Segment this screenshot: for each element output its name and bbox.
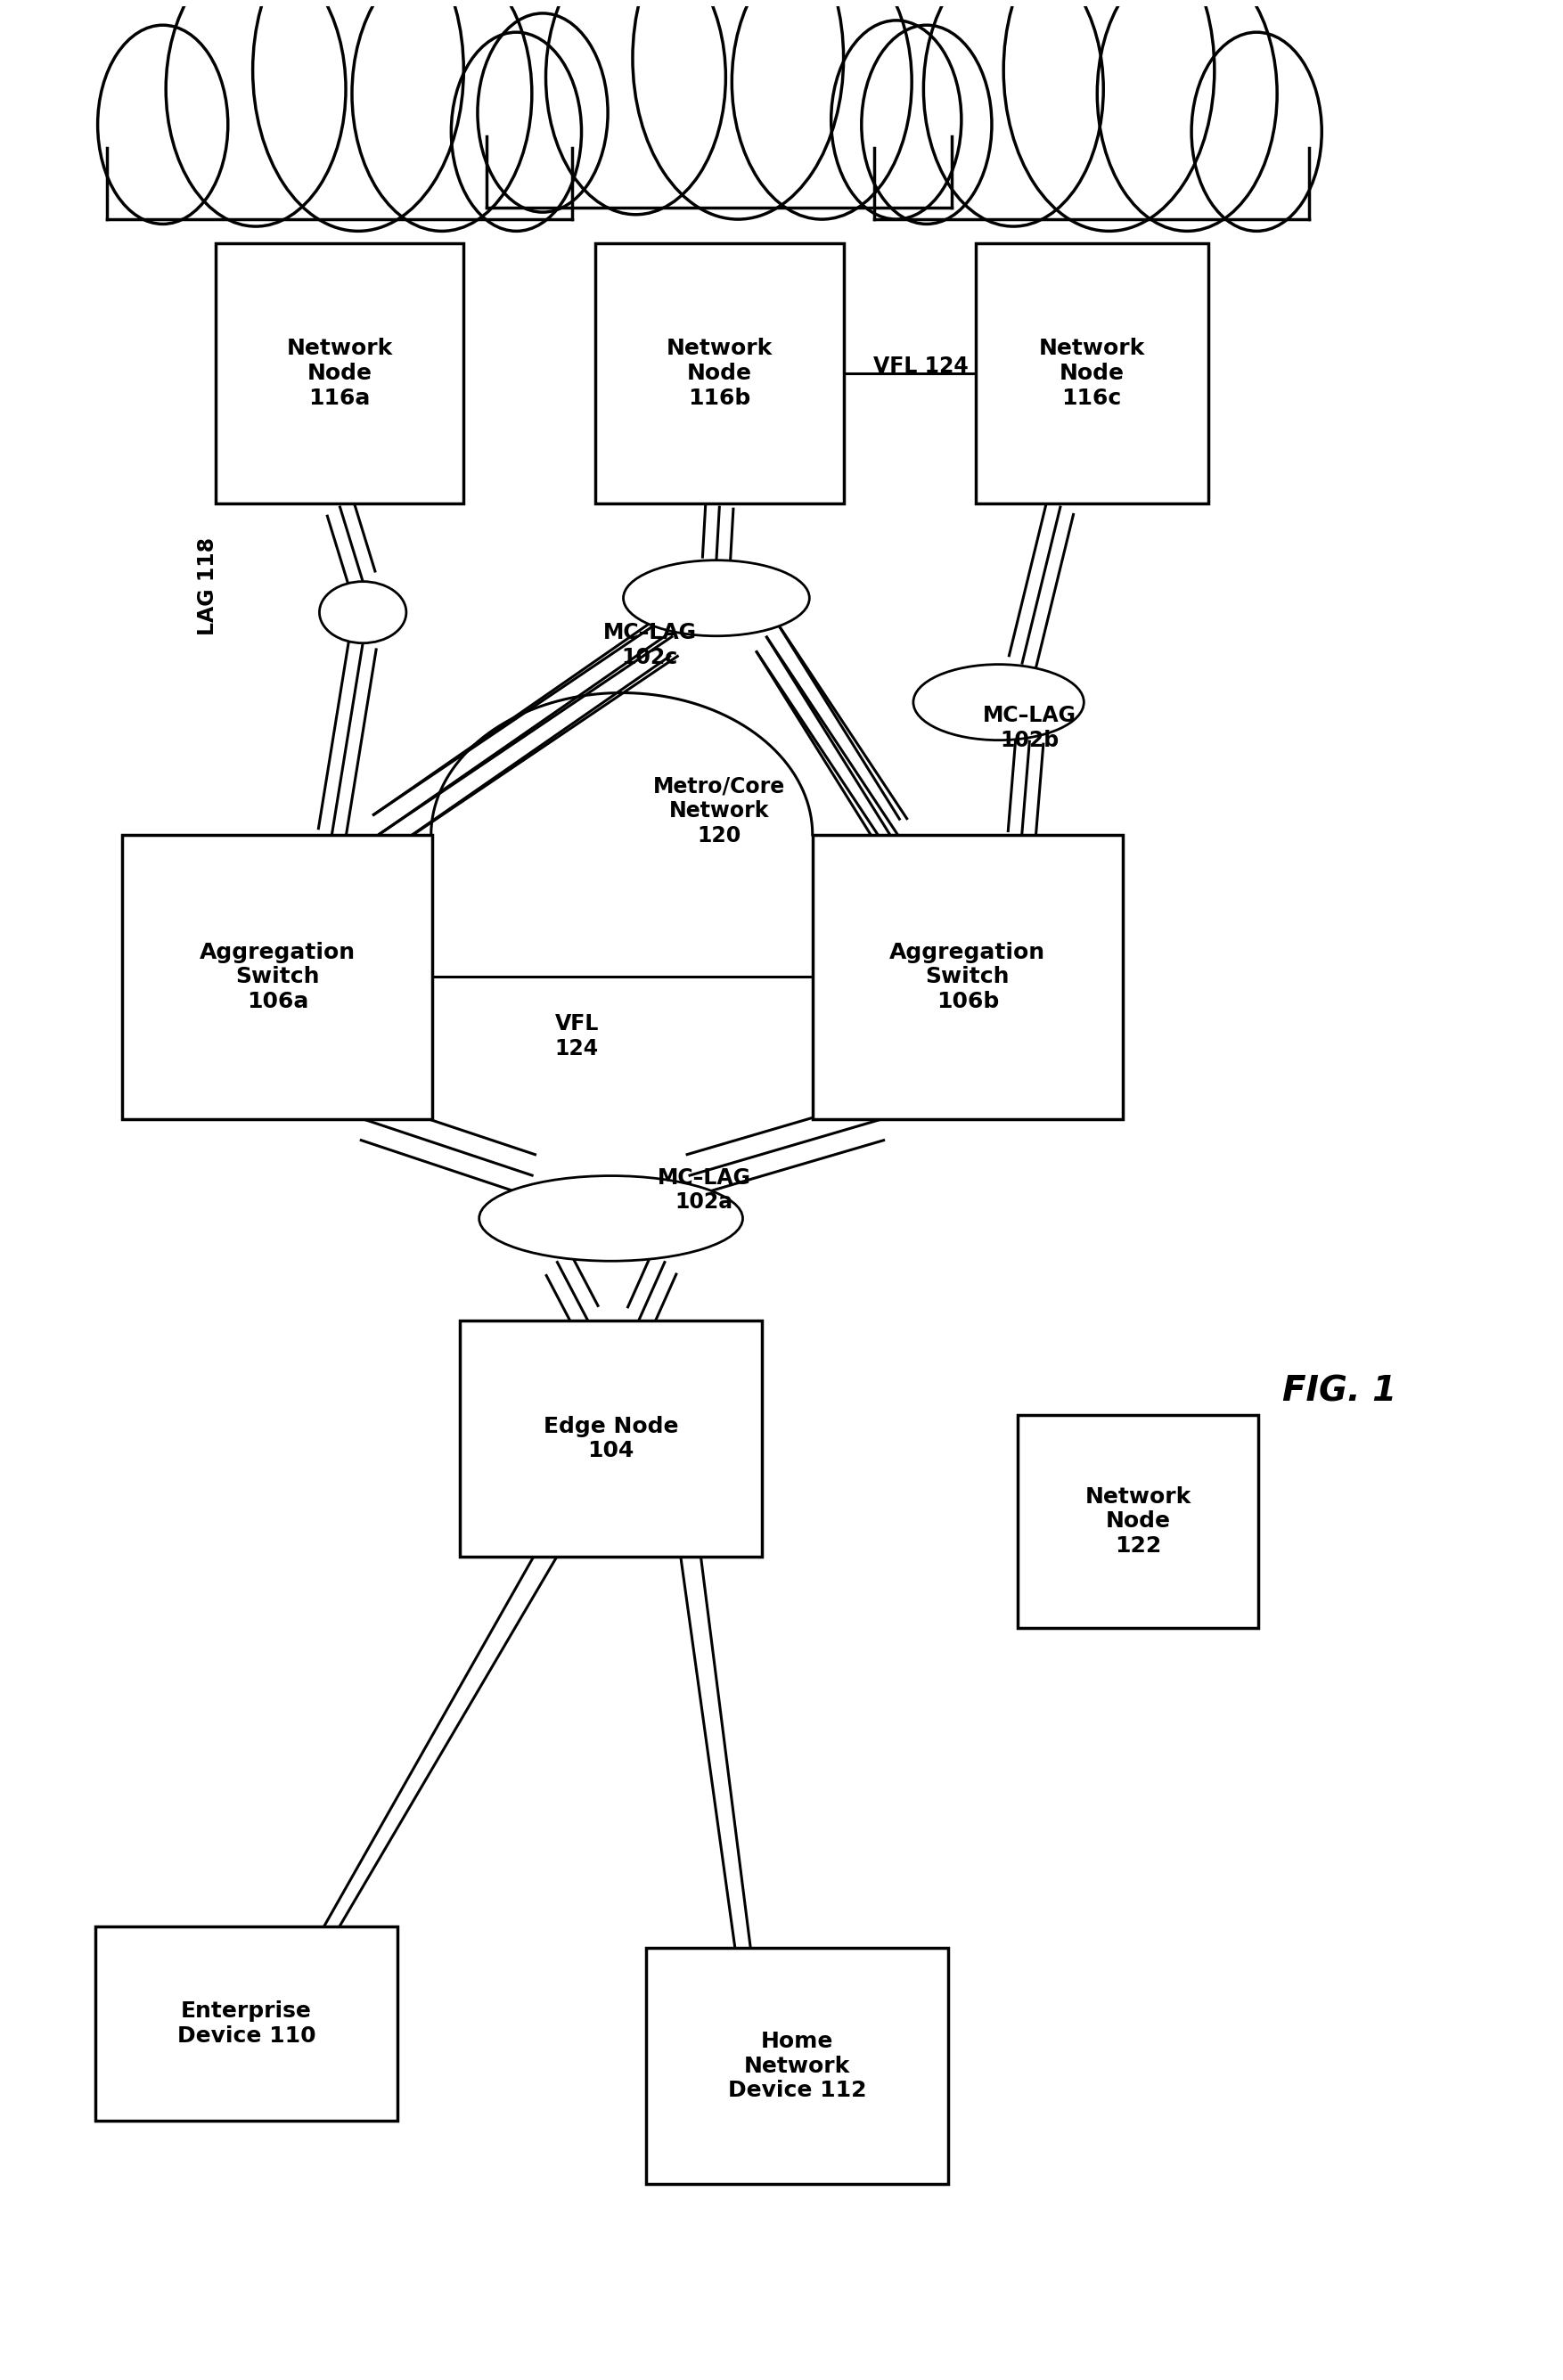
FancyBboxPatch shape (813, 835, 1122, 1119)
Text: Network
Node
116a: Network Node 116a (286, 338, 392, 409)
Circle shape (97, 26, 228, 224)
Text: VFL
124: VFL 124 (555, 1014, 599, 1059)
Ellipse shape (319, 581, 406, 643)
FancyBboxPatch shape (1018, 1416, 1258, 1628)
Circle shape (924, 0, 1103, 226)
Circle shape (1097, 0, 1277, 231)
FancyBboxPatch shape (460, 1321, 763, 1557)
Text: Metro/Core
Network
120: Metro/Core Network 120 (653, 776, 786, 847)
Text: Home
Network
Device 112: Home Network Device 112 (728, 2030, 866, 2102)
Circle shape (633, 0, 844, 219)
FancyBboxPatch shape (92, 100, 588, 290)
Circle shape (166, 0, 345, 226)
Text: Network
Node
122: Network Node 122 (1085, 1485, 1191, 1557)
FancyBboxPatch shape (472, 88, 967, 278)
FancyBboxPatch shape (95, 1925, 397, 2121)
Text: Aggregation
Switch
106a: Aggregation Switch 106a (200, 942, 355, 1012)
Circle shape (1191, 33, 1322, 231)
Text: Enterprise
Device 110: Enterprise Device 110 (177, 1999, 316, 2047)
Circle shape (478, 14, 608, 212)
Text: Network
Node
116b: Network Node 116b (666, 338, 772, 409)
Text: Aggregation
Switch
106b: Aggregation Switch 106b (889, 942, 1046, 1012)
Circle shape (731, 0, 911, 219)
FancyBboxPatch shape (596, 243, 844, 505)
FancyBboxPatch shape (975, 243, 1208, 505)
Circle shape (452, 33, 581, 231)
Circle shape (352, 0, 531, 231)
Text: MC–LAG
102c: MC–LAG 102c (603, 621, 697, 669)
Text: MC–LAG
102b: MC–LAG 102b (983, 704, 1077, 752)
Text: Network
Node
116c: Network Node 116c (1038, 338, 1144, 409)
Text: VFL 124: VFL 124 (874, 355, 969, 376)
FancyBboxPatch shape (122, 835, 433, 1119)
FancyBboxPatch shape (860, 100, 1324, 290)
Circle shape (832, 21, 961, 219)
Text: MC–LAG
102a: MC–LAG 102a (656, 1166, 750, 1214)
Text: FIG. 1: FIG. 1 (1283, 1373, 1397, 1409)
Text: Edge Node
104: Edge Node 104 (544, 1416, 678, 1461)
Ellipse shape (913, 664, 1083, 740)
Text: LAG 118: LAG 118 (197, 538, 219, 635)
Circle shape (1003, 0, 1214, 231)
FancyBboxPatch shape (646, 1947, 949, 2185)
Ellipse shape (480, 1176, 742, 1261)
Circle shape (253, 0, 464, 231)
FancyBboxPatch shape (216, 243, 464, 505)
Circle shape (545, 0, 725, 214)
Ellipse shape (624, 559, 810, 635)
Circle shape (861, 26, 993, 224)
